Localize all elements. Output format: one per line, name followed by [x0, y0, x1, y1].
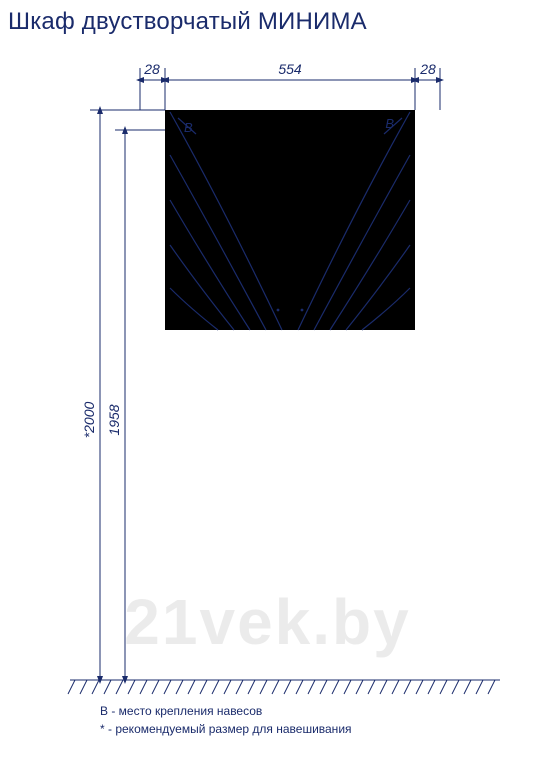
floor-hatch: [68, 680, 495, 694]
dim-top-right: 28: [419, 61, 436, 77]
legend-line-2: * - рекомендуемый размер для навешивания: [100, 720, 352, 738]
dim-height-inner-label: 1958: [106, 404, 122, 435]
dim-top-left: 28: [143, 61, 160, 77]
marker-b-left: B: [184, 120, 193, 135]
diagram: 28 554 28 B B *2000 1958: [0, 0, 535, 757]
marker-b-right: B: [385, 116, 394, 131]
legend-line-1: В - место крепления навесов: [100, 702, 352, 720]
cabinet-outline: [165, 110, 415, 330]
dim-top-mid: 554: [278, 61, 302, 77]
dim-height-outer-label: *2000: [81, 401, 97, 438]
legend: В - место крепления навесов * - рекоменд…: [100, 702, 352, 738]
